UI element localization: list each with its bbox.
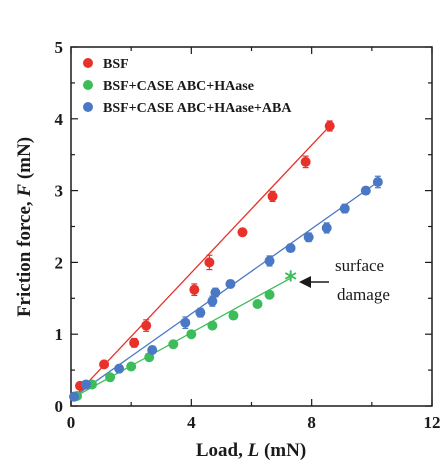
fit-line-0 <box>70 125 331 401</box>
fit-lines <box>70 125 379 401</box>
y-tick-label: 0 <box>55 397 64 416</box>
data-point <box>228 310 239 321</box>
data-point <box>141 320 152 331</box>
data-point <box>303 232 314 243</box>
annotation-arrow-head <box>299 276 311 288</box>
data-point <box>204 257 215 268</box>
legend: BSF BSF+CASE ABC+HAase BSF+CASE ABC+HAas… <box>83 57 292 116</box>
data-point <box>264 255 275 266</box>
y-tick-label: 4 <box>55 110 64 129</box>
data-point <box>210 287 221 298</box>
axis-ticks <box>70 46 433 407</box>
surface-damage-annotation: surface damage * <box>284 256 390 304</box>
y-axis-title: Friction force, F (mN) <box>14 137 35 317</box>
data-point <box>126 361 137 372</box>
damage-star-marker: * <box>284 266 297 294</box>
data-point <box>129 337 140 348</box>
data-point <box>252 299 263 310</box>
legend-label-case: BSF+CASE ABC+HAase <box>103 79 254 94</box>
y-tick-label: 3 <box>55 182 64 201</box>
data-point <box>339 203 350 214</box>
legend-label-bsf: BSF <box>103 57 129 72</box>
data-point <box>69 391 80 402</box>
data-point <box>189 284 200 295</box>
annotation-line1: surface <box>335 256 384 275</box>
data-point <box>81 379 92 390</box>
x-tick-label: 4 <box>187 413 196 432</box>
data-points <box>69 120 383 402</box>
legend-label-aba: BSF+CASE ABC+HAase+ABA <box>103 101 292 116</box>
data-point <box>237 227 248 238</box>
data-point <box>225 278 236 289</box>
data-point <box>114 363 125 374</box>
x-tick-label: 12 <box>424 413 441 432</box>
legend-marker-case <box>83 80 93 90</box>
data-point <box>105 372 116 383</box>
data-point <box>168 339 179 350</box>
data-point <box>147 344 158 355</box>
data-point <box>207 320 218 331</box>
y-tick-label: 2 <box>55 253 64 272</box>
data-point <box>186 329 197 340</box>
data-point <box>372 176 383 187</box>
data-point <box>264 289 275 300</box>
data-point <box>267 191 278 202</box>
data-point <box>321 222 332 233</box>
data-point <box>324 120 335 131</box>
data-point <box>180 317 191 328</box>
data-point <box>99 359 110 370</box>
data-point <box>360 185 371 196</box>
x-tick-label: 0 <box>67 413 76 432</box>
legend-marker-bsf <box>83 58 93 68</box>
legend-marker-aba <box>83 102 93 112</box>
y-tick-label: 5 <box>55 38 64 57</box>
data-point <box>300 156 311 167</box>
x-tick-label: 8 <box>307 413 316 432</box>
annotation-line2: damage <box>337 285 390 304</box>
fit-line-1 <box>70 277 291 400</box>
data-point <box>207 296 218 307</box>
data-point <box>285 243 296 254</box>
x-axis-title: Load, L (mN) <box>196 440 306 461</box>
y-tick-label: 1 <box>55 325 64 344</box>
fit-line-2 <box>70 181 379 400</box>
data-point <box>195 307 206 318</box>
